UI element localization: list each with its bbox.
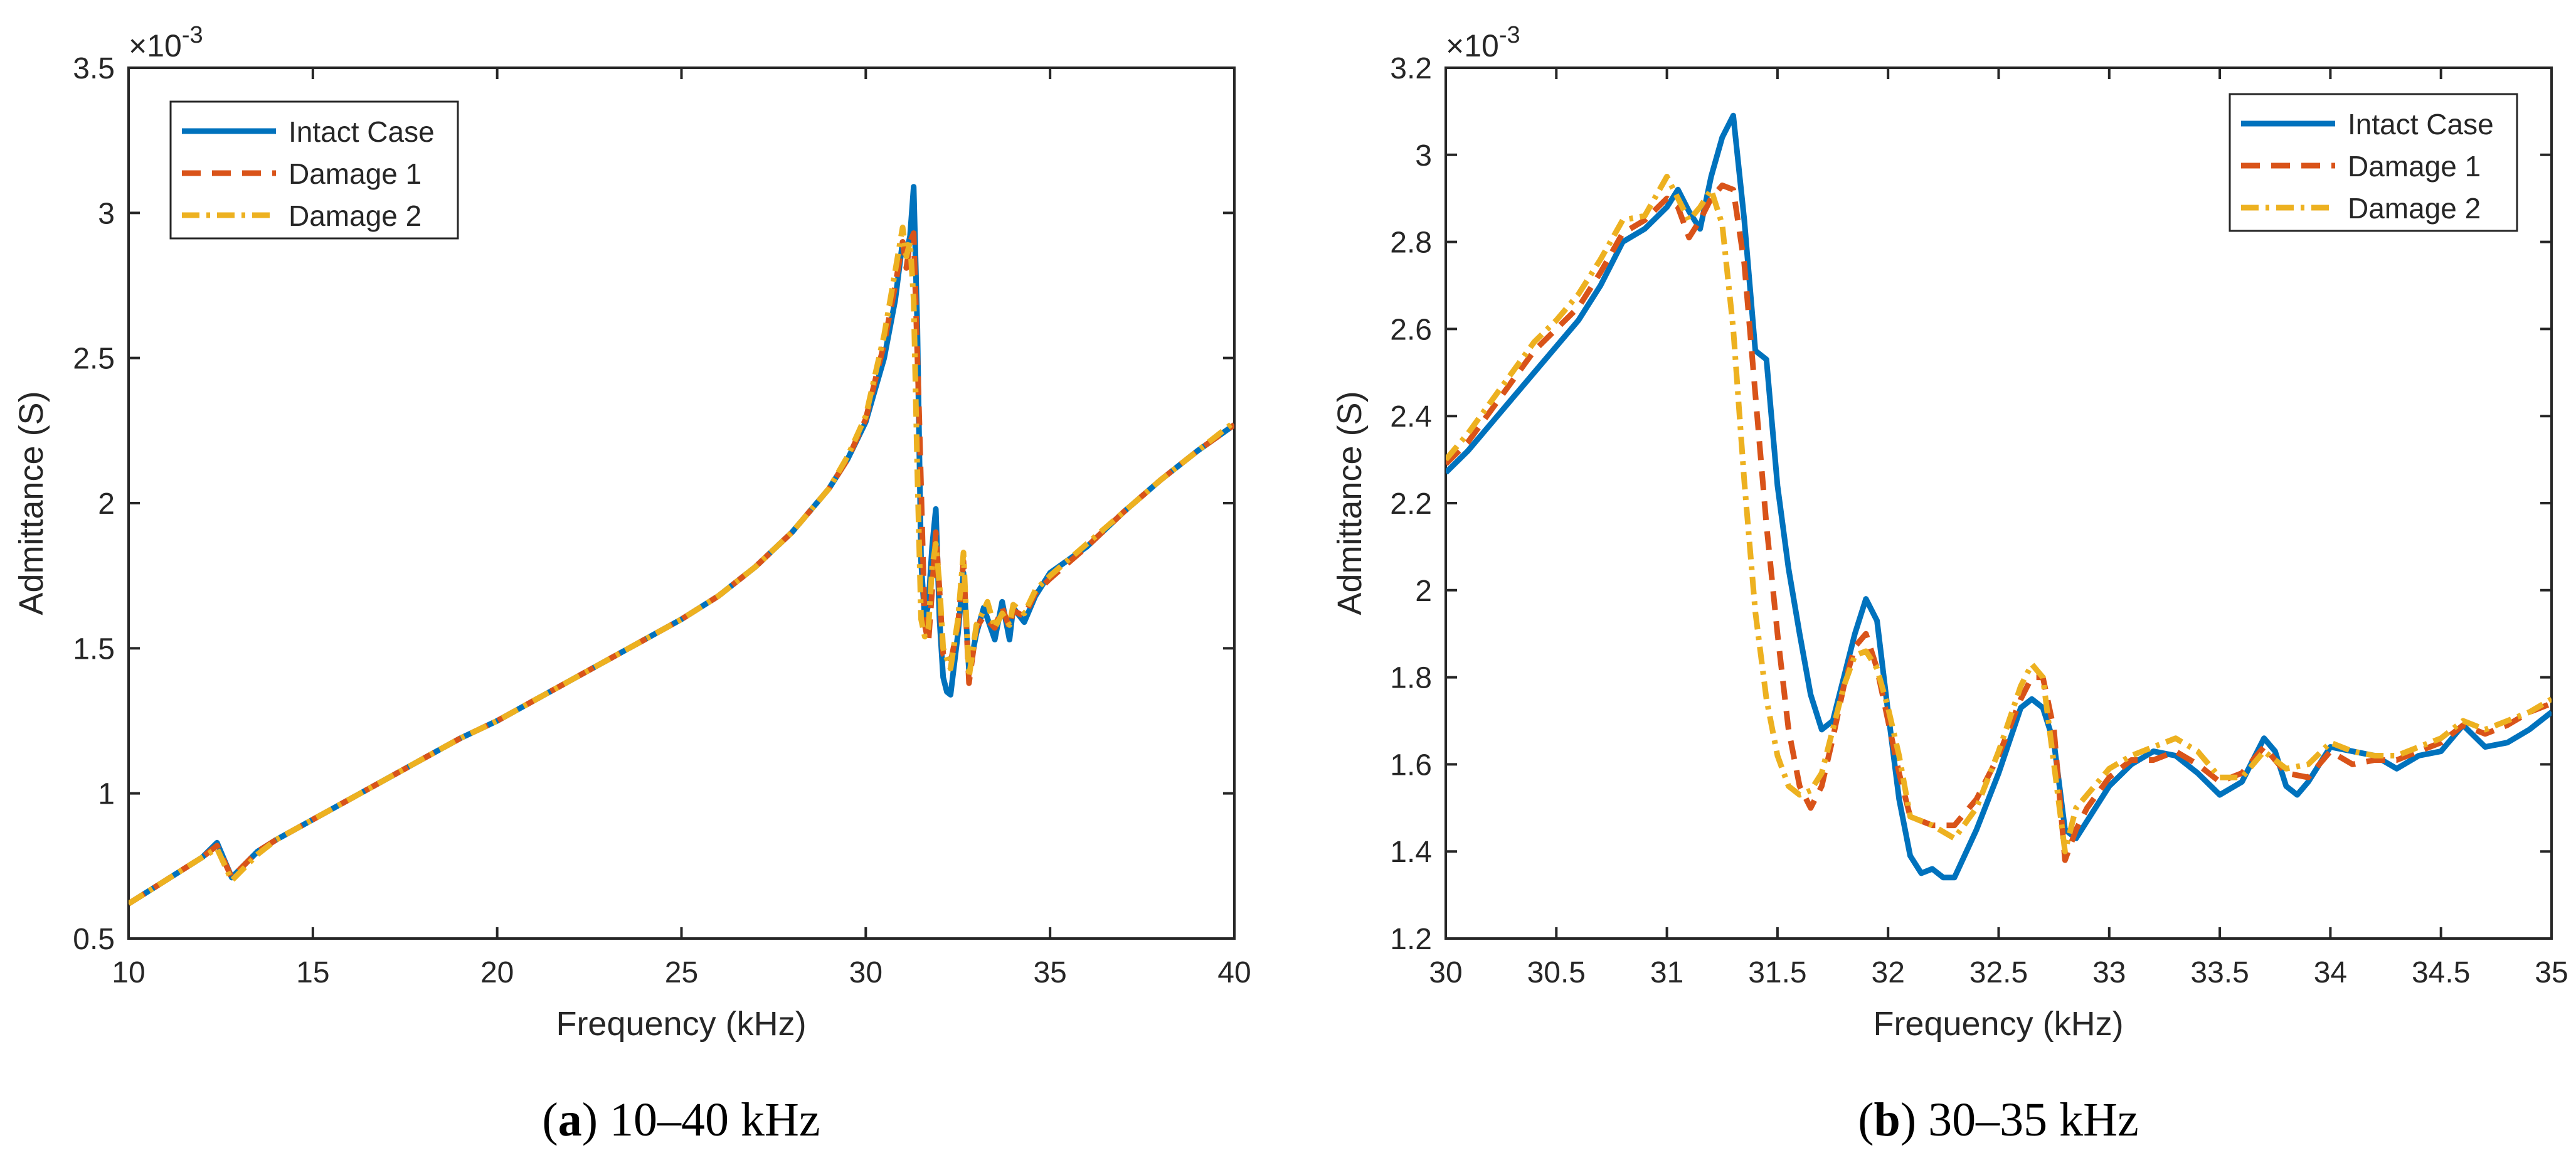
x-tick-label-b-0: 30 xyxy=(1429,956,1462,989)
legend-entry-a-1: Damage 1 xyxy=(182,157,421,190)
legend-label-b-0: Intact Case xyxy=(2348,108,2494,141)
legend-label-a-2: Damage 2 xyxy=(289,199,421,232)
y-tick-label-a-0: 0.5 xyxy=(73,923,115,956)
caption-a: (a) 10–40 kHz xyxy=(542,1093,820,1146)
x-tick-label-b-6: 33 xyxy=(2092,956,2126,989)
y-axis-label-a: Admittance (S) xyxy=(13,391,50,615)
x-tick-label-b-3: 31.5 xyxy=(1748,956,1806,989)
legend-entry-b-2: Damage 2 xyxy=(2241,192,2481,225)
panel-a: 10 15 20 25 30 35 40 0.5 1 1.5 2 2.5 3 3.5 Frequency … xyxy=(13,22,1251,1146)
legend-entry-b-1: Damage 1 xyxy=(2241,150,2481,183)
y-tick-label-a-3: 2 xyxy=(98,487,115,521)
legend-a: Intact Case Damage 1 Damage 2 xyxy=(169,100,459,240)
y-tick-label-b-8: 2.8 xyxy=(1390,226,1432,260)
x-tick-label-a-2: 20 xyxy=(480,956,514,989)
legend-entry-b-0: Intact Case xyxy=(2241,108,2494,141)
y-tick-label-b-10: 3.2 xyxy=(1390,52,1432,85)
x-axis-label-a: Frequency (kHz) xyxy=(556,1005,806,1043)
x-tick-label-b-10: 35 xyxy=(2535,956,2568,989)
legend-label-a-1: Damage 1 xyxy=(289,157,421,190)
legend-label-b-2: Damage 2 xyxy=(2348,192,2481,225)
series-lines-a xyxy=(129,184,1234,907)
exponent-base-b: ×10 xyxy=(1446,28,1499,63)
caption-letter-a: a xyxy=(558,1093,582,1146)
y-tick-label-b-1: 1.4 xyxy=(1390,836,1432,869)
x-tick-label-b-9: 34.5 xyxy=(2412,956,2470,989)
x-tick-label-b-8: 34 xyxy=(2314,956,2347,989)
legend-entry-a-2: Damage 2 xyxy=(182,199,421,232)
x-tick-label-b-1: 30.5 xyxy=(1527,956,1586,989)
y-tick-label-a-2: 1.5 xyxy=(73,632,115,666)
y-tick-label-a-4: 2.5 xyxy=(73,343,115,376)
series-line-b-intact-case xyxy=(1446,112,2552,881)
y-tick-label-b-5: 2.2 xyxy=(1390,487,1432,521)
y-tick-label-b-0: 1.2 xyxy=(1390,923,1432,956)
legend-entry-a-0: Intact Case xyxy=(182,115,435,148)
y-tick-label-a-1: 1 xyxy=(98,778,115,811)
series-line-b-damage-2 xyxy=(1446,174,2552,854)
legend-b: Intact Case Damage 1 Damage 2 xyxy=(2229,93,2518,232)
series-line-a-damage-1 xyxy=(129,230,1234,907)
x-tick-label-a-0: 10 xyxy=(112,956,145,989)
exponent-label-a: ×10-3 xyxy=(129,22,203,63)
legend-label-b-1: Damage 1 xyxy=(2348,150,2481,183)
caption-text-b: 30–35 kHz xyxy=(1928,1093,2139,1146)
x-tick-label-b-2: 31 xyxy=(1650,956,1683,989)
y-tick-label-b-3: 1.8 xyxy=(1390,662,1432,695)
x-tick-label-b-4: 32 xyxy=(1872,956,1905,989)
caption-letter-b: b xyxy=(1874,1093,1900,1146)
caption-text-a: 10–40 kHz xyxy=(610,1093,820,1146)
y-tick-label-b-4: 2 xyxy=(1415,575,1432,608)
exponent-power-a: -3 xyxy=(182,22,203,48)
caption-b: (b) 30–35 kHz xyxy=(1858,1093,2139,1146)
legend-label-a-0: Intact Case xyxy=(289,115,435,148)
y-tick-label-a-6: 3.5 xyxy=(73,52,115,85)
exponent-power-b: -3 xyxy=(1499,22,1520,48)
y-tick-label-a-5: 3 xyxy=(98,197,115,230)
x-tick-label-a-5: 35 xyxy=(1033,956,1066,989)
y-tick-label-b-9: 3 xyxy=(1415,139,1432,173)
exponent-base-a: ×10 xyxy=(129,28,182,63)
x-tick-label-b-7: 33.5 xyxy=(2190,956,2249,989)
x-tick-label-a-4: 30 xyxy=(849,956,883,989)
ticks-a: 10 15 20 25 30 35 40 0.5 1 1.5 2 2.5 3 3.5 xyxy=(73,52,1251,989)
y-tick-label-b-7: 2.6 xyxy=(1390,313,1432,346)
x-tick-label-b-5: 32.5 xyxy=(1969,956,2028,989)
y-axis-label-b: Admittance (S) xyxy=(1331,391,1369,615)
ticks-b: 30 30.5 31 31.5 32 32.5 33 33.5 34 34.5 351.21.41.… xyxy=(1390,52,2568,989)
series-lines-b xyxy=(1446,112,2552,881)
x-axis-label-b: Frequency (kHz) xyxy=(1873,1005,2123,1043)
y-tick-label-b-2: 1.6 xyxy=(1390,748,1432,782)
y-tick-label-b-6: 2.4 xyxy=(1390,400,1432,434)
x-tick-label-a-1: 15 xyxy=(296,956,329,989)
exponent-label-b: ×10-3 xyxy=(1446,22,1520,63)
x-tick-label-a-6: 40 xyxy=(1217,956,1251,989)
panel-b: 30 30.5 31 31.5 32 32.5 33 33.5 34 34.5 351.21.41.… xyxy=(1331,22,2568,1146)
x-tick-label-a-3: 25 xyxy=(665,956,698,989)
